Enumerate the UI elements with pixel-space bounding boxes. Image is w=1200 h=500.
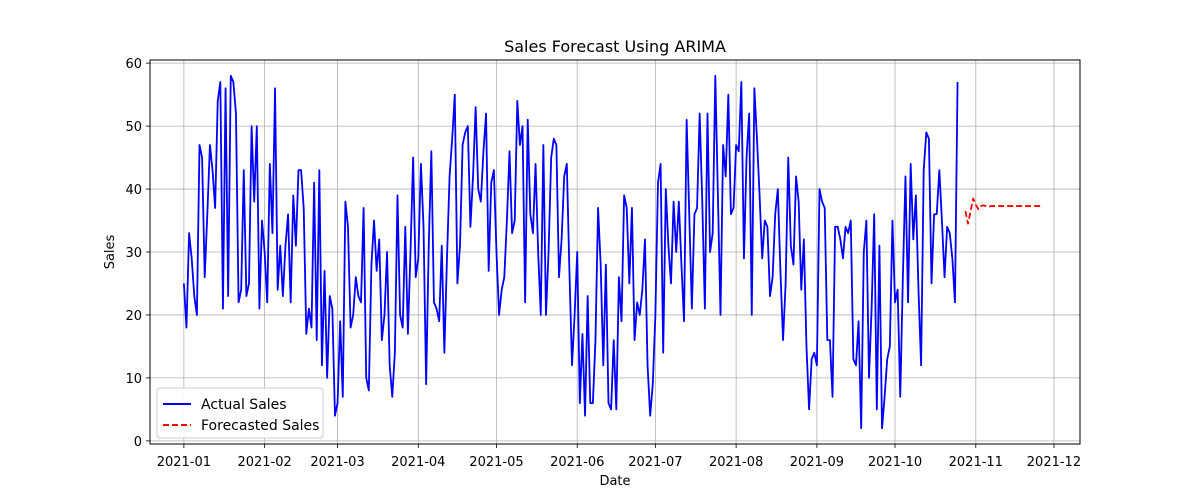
x-tick-label: 2021-05 [469, 455, 523, 470]
series-layer [182, 74, 1041, 430]
x-tick-label: 2021-12 [1027, 455, 1081, 470]
chart-title: Sales Forecast Using ARIMA [504, 37, 726, 56]
legend: Actual Sales Forecasted Sales [156, 387, 324, 439]
x-tick-label: 2021-02 [237, 455, 291, 470]
y-tick-label: 30 [125, 246, 142, 261]
y-tick-label: 0 [134, 435, 142, 450]
x-tick-label: 2021-06 [550, 455, 604, 470]
y-tick-label: 60 [125, 57, 142, 72]
legend-label-forecasted-sales: Forecasted Sales [201, 418, 319, 434]
y-axis: 0 10 20 30 40 50 60 [125, 57, 150, 450]
x-tick-label: 2021-01 [157, 455, 211, 470]
y-tick-label: 50 [125, 120, 142, 135]
y-axis-label: Sales [103, 234, 118, 269]
series-line-forecasted-sales [964, 197, 1041, 225]
x-axis-label: Date [599, 474, 630, 489]
x-tick-label: 2021-10 [868, 455, 922, 470]
y-tick-label: 10 [125, 372, 142, 387]
y-tick-label: 40 [125, 183, 142, 198]
legend-box [156, 387, 324, 439]
legend-label-actual-sales: Actual Sales [201, 397, 287, 413]
series-line-actual-sales [182, 74, 959, 430]
x-tick-label: 2021-04 [391, 455, 445, 470]
y-tick-label: 20 [125, 309, 142, 324]
x-tick-label: 2021-08 [709, 455, 763, 470]
x-tick-label: 2021-07 [628, 455, 682, 470]
x-axis: 2021-01 2021-02 2021-03 2021-04 2021-05 2021-… [157, 444, 1081, 470]
x-tick-label: 2021-09 [790, 455, 844, 470]
x-tick-label: 2021-03 [310, 455, 364, 470]
x-tick-label: 2021-11 [949, 455, 1003, 470]
